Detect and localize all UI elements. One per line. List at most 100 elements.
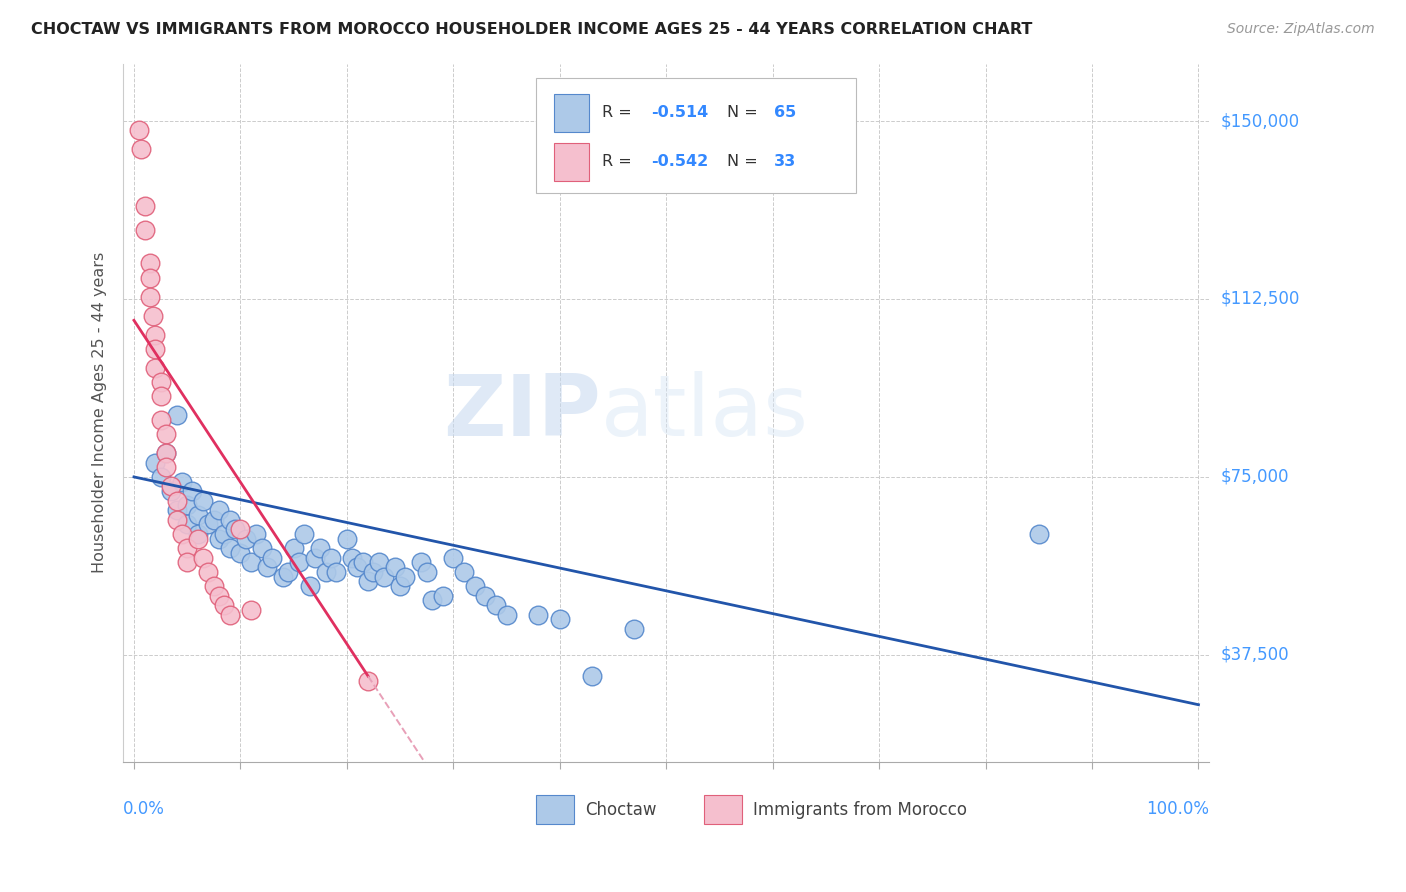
Point [187,527,209,541]
Point [187,532,209,546]
Point [441,550,464,565]
Point [229,546,252,560]
Text: Immigrants from Morocco: Immigrants from Morocco [754,801,967,819]
Point [143,456,166,470]
Point [176,499,198,513]
Text: -0.514: -0.514 [651,105,709,120]
Text: N =: N = [727,105,763,120]
Point [250,541,273,555]
Point [292,527,315,541]
Point [325,565,347,579]
Point [149,375,172,389]
Point [336,532,359,546]
Text: Source: ZipAtlas.com: Source: ZipAtlas.com [1227,22,1375,37]
Point [134,223,156,237]
Point [415,565,437,579]
Point [155,460,177,475]
Text: $150,000: $150,000 [1220,112,1299,130]
Text: atlas: atlas [600,371,808,454]
Point [352,555,374,569]
Point [464,579,486,593]
Point [309,541,332,555]
Text: N =: N = [727,154,763,169]
Text: 0.0%: 0.0% [124,800,165,818]
Text: 65: 65 [773,105,796,120]
Point [170,527,193,541]
Point [389,579,412,593]
Point [235,532,257,546]
Point [373,569,395,583]
Point [131,143,153,157]
Point [340,550,363,565]
Point [155,446,177,460]
Text: -0.542: -0.542 [651,154,709,169]
Point [485,598,508,612]
Point [208,503,231,517]
Point [155,446,177,460]
Point [197,517,219,532]
Point [304,550,326,565]
Point [474,589,496,603]
Point [218,541,240,555]
Point [208,589,231,603]
Point [224,522,246,536]
Point [166,513,188,527]
Point [315,565,337,579]
Point [197,565,219,579]
FancyBboxPatch shape [704,795,742,824]
Point [298,579,321,593]
FancyBboxPatch shape [554,94,589,132]
Point [166,493,188,508]
Point [170,475,193,489]
Text: $112,500: $112,500 [1220,290,1299,308]
Point [160,479,183,493]
Point [245,527,267,541]
Point [218,607,240,622]
Point [420,593,443,607]
Point [262,550,284,565]
Text: Choctaw: Choctaw [585,801,657,819]
Point [394,569,416,583]
Point [623,622,645,636]
Point [176,555,198,569]
Point [357,673,380,688]
Point [214,598,236,612]
Text: 100.0%: 100.0% [1146,800,1209,818]
Point [181,484,204,499]
Point [218,513,240,527]
Point [214,527,236,541]
Point [191,550,214,565]
FancyBboxPatch shape [536,78,856,193]
Point [346,560,368,574]
Point [143,327,166,342]
Point [411,555,433,569]
Text: R =: R = [602,154,637,169]
Point [1028,527,1050,541]
Text: $75,000: $75,000 [1220,468,1289,486]
Point [143,342,166,356]
Point [202,513,225,527]
Point [548,612,571,626]
Point [277,565,299,579]
FancyBboxPatch shape [554,143,589,181]
Point [527,607,550,622]
Point [149,413,172,427]
Point [155,427,177,442]
Point [139,290,162,304]
Point [166,409,188,423]
Point [581,669,603,683]
Point [134,199,156,213]
Point [202,579,225,593]
Point [139,256,162,270]
Text: R =: R = [602,105,637,120]
Point [283,541,305,555]
Point [357,574,380,589]
Point [367,555,389,569]
Point [176,541,198,555]
Point [176,517,198,532]
Point [160,484,183,499]
Point [240,603,263,617]
Point [128,123,150,137]
Text: CHOCTAW VS IMMIGRANTS FROM MOROCCO HOUSEHOLDER INCOME AGES 25 - 44 YEARS CORRELA: CHOCTAW VS IMMIGRANTS FROM MOROCCO HOUSE… [31,22,1032,37]
Point [384,560,406,574]
